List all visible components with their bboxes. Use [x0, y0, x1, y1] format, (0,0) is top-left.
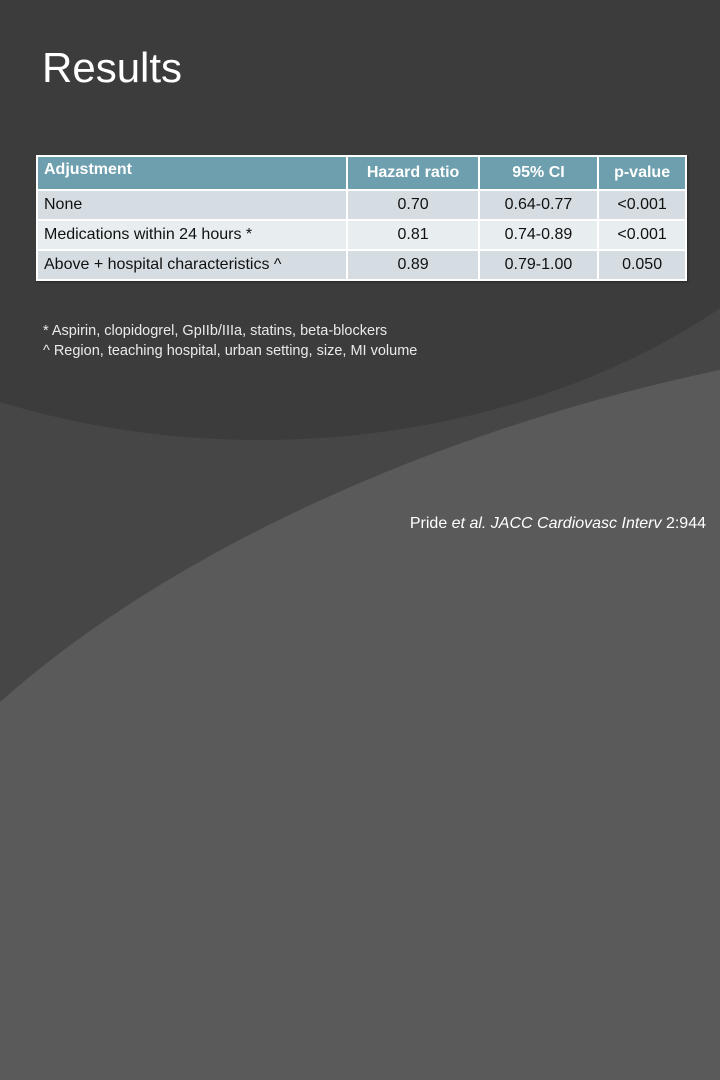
header-ci: 95% CI — [477, 155, 600, 191]
footnotes: * Aspirin, clopidogrel, GpIIb/IIIa, stat… — [43, 322, 417, 361]
footnote-hospital: ^ Region, teaching hospital, urban setti… — [43, 342, 418, 359]
table-row: None 0.70 0.64-0.77 <0.001 — [35, 189, 687, 221]
cell-p-value: 0.050 — [597, 249, 687, 281]
table-row: Above + hospital characteristics ^ 0.89 … — [35, 249, 687, 281]
results-table: Adjustment Hazard ratio 95% CI p-value N… — [35, 155, 687, 281]
cell-adjustment: Above + hospital characteristics ^ — [35, 249, 349, 281]
cell-adjustment: None — [35, 189, 349, 221]
header-p-value: p-value — [597, 155, 687, 191]
table-row: Medications within 24 hours * 0.81 0.74-… — [35, 219, 687, 251]
table-header-row: Adjustment Hazard ratio 95% CI p-value — [35, 155, 687, 191]
footnote-medications: * Aspirin, clopidogrel, GpIIb/IIIa, stat… — [43, 323, 388, 339]
citation-journal: JACC Cardiovasc Interv — [486, 515, 662, 532]
cell-hazard-ratio: 0.89 — [346, 249, 480, 281]
cell-ci: 0.79-1.00 — [477, 249, 600, 281]
cell-adjustment: Medications within 24 hours * — [35, 219, 349, 251]
citation-ref: 2:944 — [661, 515, 706, 532]
cell-hazard-ratio: 0.81 — [346, 219, 480, 251]
header-adjustment: Adjustment — [35, 155, 349, 191]
cell-p-value: <0.001 — [597, 219, 687, 251]
citation: Pride et al. JACC Cardiovasc Interv 2:94… — [410, 514, 706, 534]
cell-ci: 0.64-0.77 — [477, 189, 600, 221]
cell-hazard-ratio: 0.70 — [346, 189, 480, 221]
cell-p-value: <0.001 — [597, 189, 687, 221]
header-hazard-ratio: Hazard ratio — [346, 155, 480, 191]
slide-title: Results — [42, 44, 183, 91]
citation-etal: et al. — [451, 515, 487, 532]
citation-author: Pride — [409, 515, 452, 532]
cell-ci: 0.74-0.89 — [477, 219, 600, 251]
